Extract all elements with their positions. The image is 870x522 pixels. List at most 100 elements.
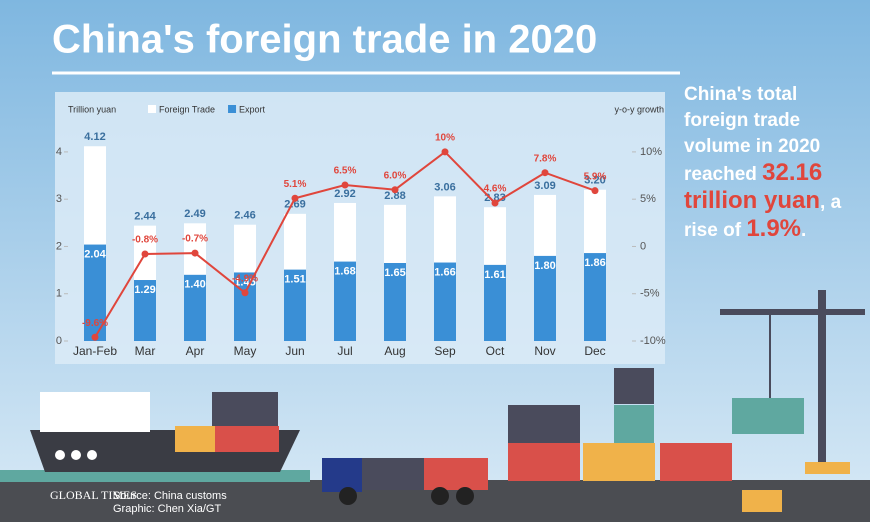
x-tick-label: Nov — [534, 344, 555, 358]
ship-cabin — [40, 392, 150, 432]
y-tick-label: 2 — [56, 240, 62, 252]
point — [291, 194, 299, 202]
x-tick-label: Jan-Feb — [73, 344, 117, 358]
bar — [184, 274, 206, 341]
bar — [484, 264, 506, 341]
legend-label: Foreign Trade — [159, 104, 215, 114]
point — [191, 249, 199, 257]
porthole — [87, 450, 97, 460]
value-label: 1.45 — [234, 276, 255, 288]
value-label: 1.66 — [434, 266, 455, 278]
truck-cab — [322, 458, 362, 492]
forklift — [742, 490, 782, 512]
legend-swatch — [228, 105, 237, 113]
value-label: 2.92 — [334, 188, 355, 200]
y2-tick-label: 5% — [640, 193, 656, 205]
point — [591, 187, 599, 195]
bar — [134, 280, 156, 341]
x-tick-label: Apr — [186, 344, 205, 358]
y-tick-label: 4 — [56, 146, 62, 158]
value-label: 2.04 — [84, 248, 106, 260]
value-label: -9.6% — [82, 318, 108, 329]
point — [391, 186, 399, 194]
credit: Graphic: Chen Xia/GT — [113, 503, 221, 515]
value-label: 3.06 — [434, 181, 455, 193]
value-label: 1.86 — [584, 257, 605, 269]
summary-lead: China's total foreign trade volume in 20… — [684, 84, 821, 185]
y2-axis-label: y-o-y growth — [614, 104, 664, 114]
value-label: 2.88 — [384, 190, 405, 202]
bar — [384, 263, 406, 341]
value-label: 7.8% — [534, 153, 557, 164]
summary-rise-text: a rise of — [684, 192, 842, 241]
summary-amount: 32.16 trillion yuan — [684, 159, 823, 214]
value-label: 1.68 — [334, 265, 355, 277]
summary: China's total foreign trade volume in 20… — [684, 82, 864, 244]
value-label: -4.9% — [232, 273, 258, 284]
value-label: 4.12 — [84, 131, 105, 143]
value-label: 4.6% — [484, 184, 507, 195]
bar — [284, 269, 306, 341]
bar — [334, 261, 356, 341]
source: Source: China customs — [113, 490, 227, 502]
value-label: 1.61 — [484, 269, 505, 281]
container — [175, 426, 215, 452]
x-tick-label: Dec — [584, 344, 605, 358]
container — [508, 443, 580, 481]
bar — [434, 262, 456, 341]
wheel — [456, 487, 474, 505]
x-tick-label: Aug — [384, 344, 405, 358]
x-tick-label: Oct — [486, 344, 505, 358]
value-label: 1.80 — [534, 260, 555, 272]
y2-tick-label: 10% — [640, 146, 662, 158]
container — [215, 426, 279, 452]
value-label: 2.83 — [484, 192, 505, 204]
point — [341, 181, 349, 189]
x-tick-label: Sep — [434, 344, 456, 358]
value-label: 5.1% — [284, 179, 307, 190]
water — [0, 470, 310, 482]
y-tick-label: 0 — [56, 335, 62, 347]
value-label: 2.49 — [184, 208, 205, 220]
summary-rise: 1.9% — [746, 215, 802, 242]
legend-swatch — [148, 105, 156, 113]
container — [660, 443, 732, 481]
porthole — [55, 450, 65, 460]
value-label: 2.44 — [134, 211, 156, 223]
bar — [84, 244, 106, 341]
bar — [534, 255, 556, 341]
y2-tick-label: -5% — [640, 288, 660, 300]
bar — [584, 253, 606, 341]
value-label: -0.8% — [132, 235, 158, 246]
summary-comma: , — [820, 192, 826, 213]
container — [614, 368, 654, 404]
point — [141, 250, 149, 258]
container — [732, 398, 804, 434]
x-tick-label: May — [234, 344, 257, 358]
value-label: 10% — [435, 133, 455, 144]
value-label: 6.5% — [334, 166, 357, 177]
x-tick-label: Jul — [337, 344, 352, 358]
value-label: -0.7% — [182, 234, 208, 245]
value-label: 3.20 — [584, 175, 605, 187]
x-tick-label: Jun — [285, 344, 304, 358]
plot-panel — [55, 92, 665, 364]
value-label: 2.46 — [234, 210, 255, 222]
value-label: 1.65 — [384, 267, 405, 279]
point — [91, 333, 99, 341]
container — [424, 458, 488, 490]
container — [212, 392, 278, 426]
value-label: 1.51 — [284, 274, 305, 286]
crane-base — [805, 462, 850, 474]
container — [362, 458, 424, 490]
wheel — [431, 487, 449, 505]
value-label: 1.40 — [184, 279, 205, 291]
point — [541, 169, 549, 177]
value-label: 3.09 — [534, 180, 555, 192]
y2-tick-label: -10% — [640, 335, 666, 347]
logo: GLOBAL TIMES — [50, 488, 137, 502]
point — [491, 199, 499, 207]
legend-label: Export — [239, 104, 266, 114]
